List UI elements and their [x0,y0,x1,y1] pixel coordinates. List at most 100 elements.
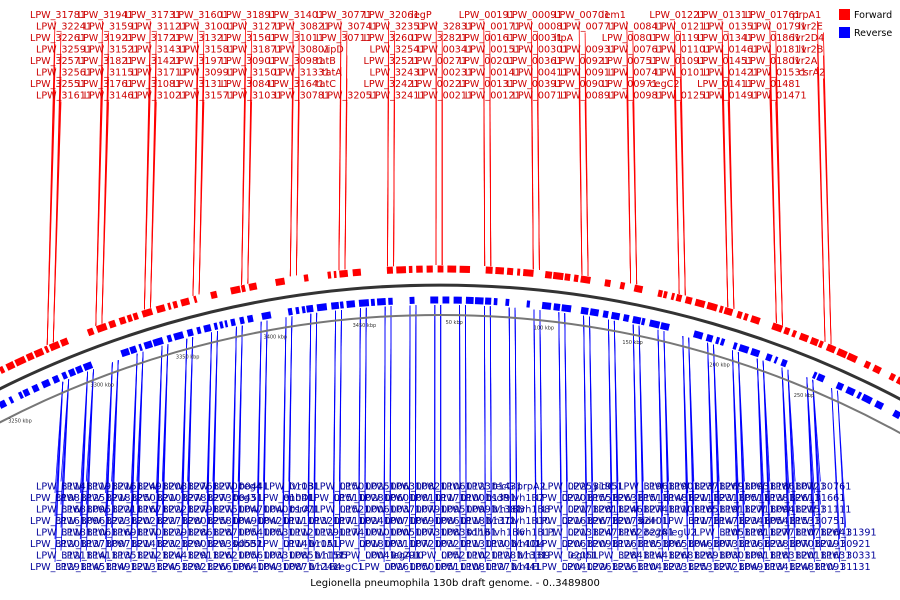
forward-gene-label: LPW_00231 [417,68,473,79]
gene-connector [812,379,821,482]
reverse-gene-arrow [316,303,328,312]
forward-gene-arrow [633,284,644,294]
forward-gene-arrow [836,348,848,359]
reverse-gene-label: LPW_31291 [30,562,86,573]
reverse-gene-label: LPW_00721 [384,539,440,550]
reverse-gene-label: LPW_31861 [745,482,801,493]
forward-gene-label: LPW_01761 [745,10,801,21]
forward-gene-arrow [95,322,108,333]
forward-gene-arrow [86,327,95,337]
reverse-gene-label: LPW_01501 [314,482,370,493]
reverse-gene-label: LPW_32161 [87,482,143,493]
forward-gene-label: LPW_31761 [78,79,134,90]
forward-gene-label: LPW_01011 [655,68,711,79]
reverse-gene-label: sdbB2 [233,539,263,550]
forward-gene-label: LPW_00841 [608,22,664,33]
reverse-gene-arrow [219,321,224,329]
reverse-gene-label: LPW_31261 [587,539,643,550]
reverse-gene-arrow [261,311,272,320]
reverse-gene-label: LPW_31951 [568,482,624,493]
forward-gene-label: LPW_00361 [507,56,563,67]
reverse-gene-arrow [31,383,40,393]
reverse-gene-label: LPW_31101 [644,505,700,516]
reverse-gene-label: LPW_02041 [536,562,592,573]
forward-gene-label: LPW_00141 [465,68,521,79]
forward-gene-label: LPW_31581 [179,45,235,56]
gene-connector [533,309,537,494]
forward-gene-label: lem1 [602,10,626,21]
gene-connector [101,101,109,324]
forward-gene-label: LPW_32241 [36,22,92,33]
gene-connector [632,324,638,494]
forward-gene-arrow [817,340,824,349]
gene-connector [775,101,783,326]
reverse-gene-label: recG [492,482,514,493]
reverse-gene-arrow [41,378,51,389]
reverse-gene-label: LPW_00261 [359,562,415,573]
gene-connector [206,332,212,494]
reverse-gene-label: LPW_31411 [61,551,117,562]
reverse-gene-label: LPW_32801 [157,516,213,527]
reverse-gene-label: LPW_30731 [688,539,744,550]
reverse-gene-label: LPW_02061 [536,539,592,550]
forward-gene-arrow [742,312,749,321]
gene-connector [806,377,815,494]
gene-connector [762,360,771,482]
forward-gene-arrow [888,372,897,382]
reverse-gene-label: sidH [638,516,659,527]
forward-gene-arrow [684,296,693,305]
reverse-gene-label: LPW_31481 [638,493,694,504]
reverse-gene-label: LPW_32101 [131,493,187,504]
reverse-gene-label: LPW_31661 [789,493,845,504]
gene-connector [54,381,64,494]
gene-connector [489,306,492,482]
reverse-gene-label: LPW_01021 [441,551,497,562]
gene-connector-lines [46,20,847,563]
forward-gene-arrow [706,301,718,312]
forward-gene-arrow [723,306,734,317]
forward-gene-label: LPW_00121 [465,91,521,102]
reverse-gene-arrow [8,396,15,404]
reverse-gene-label: ceg3 [233,493,256,504]
reverse-gene-label: lvr1B [289,482,314,493]
reverse-gene-arrow [295,306,300,315]
reverse-gene-label: LPW_32631 [587,493,643,504]
gene-connector [787,369,796,482]
reverse-gene-arrow [138,343,143,352]
forward-gene-arrow [846,352,858,363]
reverse-gene-label: LPW_00691 [384,516,440,527]
gene-connector [537,101,540,270]
reverse-gene-label: LPW_32721 [688,562,744,573]
forward-gene-label: prpA1 [792,10,821,21]
reverse-gene-label: LPW_01071 [264,505,320,516]
reverse-gene-label: LPW_01431 [466,482,522,493]
reverse-gene-label: LPW_32081 [137,482,193,493]
forward-gene-label: lvr2B [798,45,823,56]
reverse-gene-label: lvh1D4 [511,539,545,550]
gene-connector [339,309,342,482]
forward-gene-label: LPW_31521 [84,45,140,56]
forward-gene-label: LPW_00701 [554,10,610,21]
reverse-gene-arrow [213,322,219,331]
reverse-gene-label: LPW_30941 [745,505,801,516]
reverse-gene-label: LPW_31451 [55,562,111,573]
reverse-gene-arrow [230,318,236,327]
ruler-tick-label: 100 kbp [534,326,554,332]
forward-gene-label: LPW_32521 [364,56,420,67]
reverse-gene-arrow [732,342,738,350]
reverse-gene-label: LPW_31251 [55,493,111,504]
reverse-gene-label: LPW_31391 [821,528,877,539]
forward-gene-arrow [736,310,743,319]
forward-gene-label: LPW_30841 [221,79,277,90]
reverse-gene-label: LPW_32211 [87,505,143,516]
reverse-gene-label: LPW_31191 [61,482,117,493]
reverse-gene-label: LPW_00281 [334,493,390,504]
reverse-gene-label: LPW_00431 [233,562,289,573]
forward-gene-label: cegC2 [649,79,679,90]
reverse-gene-arrow [610,311,621,321]
reverse-gene-label: LPW_31631 [795,551,851,562]
forward-gene-label: LPW_32551 [30,79,86,90]
reverse-gene-arrow [120,347,131,358]
reverse-gene-label: LPW_31911 [694,505,750,516]
reverse-gene-label: LPW_32531 [663,562,719,573]
